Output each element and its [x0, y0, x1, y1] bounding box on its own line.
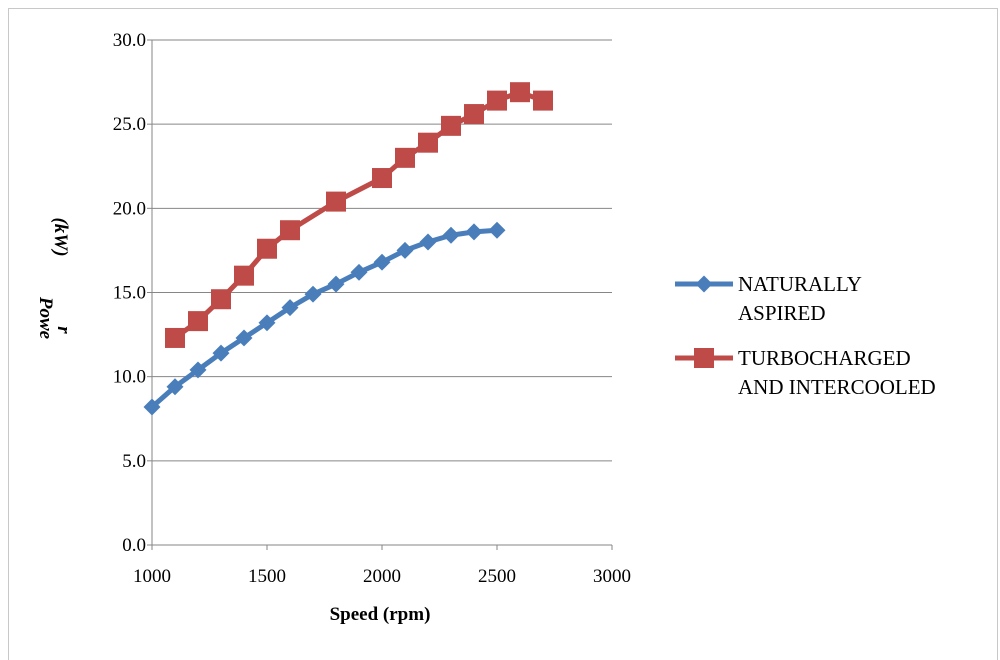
x-tick-label: 1000: [133, 566, 171, 587]
data-point: [441, 116, 461, 136]
data-point: [188, 311, 208, 331]
y-tick-label: 25.0: [113, 114, 146, 135]
y-axis-title-line-2: r: [53, 326, 74, 334]
data-point: [420, 234, 437, 251]
legend: NATURALLY ASPIRED TURBOCHARGED AND INTER…: [675, 272, 936, 399]
y-tick-label: 0.0: [122, 535, 146, 556]
data-point: [397, 242, 414, 259]
data-point: [533, 91, 553, 111]
y-axis-title-line-3: (kW): [50, 217, 71, 256]
legend-label-turbocharged-line-1: TURBOCHARGED: [738, 346, 911, 370]
data-point: [280, 220, 300, 240]
y-tick-label: 30.0: [113, 30, 146, 51]
data-point: [418, 133, 438, 153]
data-point: [257, 239, 277, 259]
legend-label-naturally-aspired-line-1: NATURALLY: [738, 272, 862, 296]
data-point: [464, 104, 484, 124]
legend-item-turbocharged: TURBOCHARGED AND INTERCOOLED: [675, 346, 936, 399]
series-1: [165, 82, 553, 348]
x-axis-title: Speed (rpm): [330, 604, 431, 625]
y-tick-label: 5.0: [122, 451, 146, 472]
data-point: [466, 223, 483, 240]
x-tick-label: 2000: [363, 566, 401, 587]
y-axis-title-line-1: Powe: [35, 296, 56, 340]
legend-label-turbocharged-line-2: AND INTERCOOLED: [738, 375, 936, 399]
x-tick-labels: 1000 1500 2000 2500 3000: [133, 566, 631, 587]
y-tick-label: 15.0: [113, 283, 146, 304]
data-point: [326, 192, 346, 212]
series-layer: [144, 82, 553, 415]
legend-item-naturally-aspired: NATURALLY ASPIRED: [675, 272, 862, 325]
legend-marker-turbocharged: [694, 348, 714, 368]
data-point: [211, 289, 231, 309]
data-point: [328, 276, 345, 293]
y-tick-label: 20.0: [113, 198, 146, 219]
y-axis-title: Powe r (kW): [35, 217, 74, 339]
data-point: [351, 264, 368, 281]
data-point: [510, 82, 530, 102]
data-point: [443, 227, 460, 244]
y-tick-label: 10.0: [113, 367, 146, 388]
data-point: [487, 91, 507, 111]
data-point: [374, 254, 391, 271]
data-point: [372, 168, 392, 188]
data-point: [489, 222, 506, 239]
y-tick-labels: 0.0 5.0 10.0 15.0 20.0 25.0 30.0: [113, 30, 146, 556]
legend-marker-naturally-aspired: [696, 276, 713, 293]
x-tick-label: 1500: [248, 566, 286, 587]
x-tick-label: 2500: [478, 566, 516, 587]
legend-label-naturally-aspired-line-2: ASPIRED: [738, 301, 826, 325]
data-point: [395, 148, 415, 168]
x-tick-label: 3000: [593, 566, 631, 587]
data-point: [165, 328, 185, 348]
data-point: [234, 266, 254, 286]
